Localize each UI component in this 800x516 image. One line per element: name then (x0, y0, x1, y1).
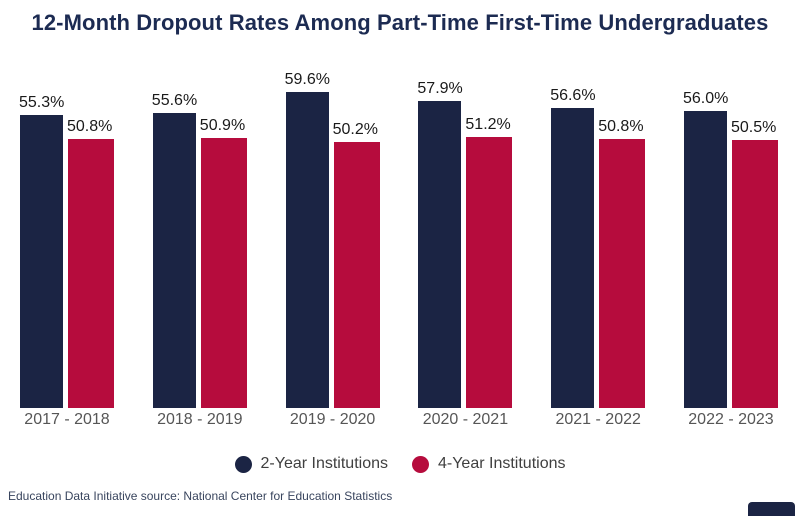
legend-swatch-icon (234, 455, 252, 473)
legend-label: 2-Year Institutions (260, 455, 388, 472)
bar-value-label: 59.6% (284, 71, 330, 88)
bar-4year: 50.5% (731, 119, 778, 408)
bar-value-label: 51.2% (465, 116, 511, 133)
bar-4year: 50.9% (200, 117, 247, 408)
bar-group: 55.6% 50.9% (152, 60, 247, 408)
legend-swatch-icon (412, 455, 429, 473)
x-axis-tick-label: 2020 - 2021 (422, 411, 509, 428)
bar-4year: 51.2% (465, 116, 513, 408)
edi-logo-badge (748, 502, 795, 516)
bar-2year: 56.0% (683, 90, 728, 408)
x-axis-tick-label: 2022 - 2023 (688, 411, 774, 428)
bar-group: 55.3% 50.8% (19, 60, 114, 408)
legend-label: 4-Year Institutions (438, 455, 566, 472)
bar-value-label: 50.8% (598, 118, 644, 135)
legend-item: 2-Year Institutions (234, 455, 388, 473)
x-axis-tick-label: 2018 - 2019 (157, 411, 243, 428)
x-axis-tick-label: 2019 - 2020 (289, 411, 376, 428)
bar-4year: 50.2% (333, 121, 380, 408)
bar-value-label: 55.3% (19, 94, 65, 111)
x-axis-labels: 2017 - 2018 2018 - 2019 2019 - 2020 2020 - … (20, 411, 778, 429)
source-note: Education Data Initiative source: Nation… (8, 489, 393, 503)
bar-group: 56.0% 50.5% (683, 60, 778, 408)
bar-2year: 59.6% (285, 71, 330, 408)
legend-item: 4-Year Institutions (412, 455, 565, 473)
bar-4year: 50.8% (67, 118, 114, 408)
bar-2year: 56.6% (550, 87, 596, 408)
bar-2year: 57.9% (417, 80, 463, 408)
bar-value-label: 55.6% (151, 92, 198, 109)
bar-value-label: 56.0% (682, 90, 729, 107)
bar-value-label: 50.2% (332, 121, 378, 138)
bar-group: 56.6% 50.8% (550, 60, 646, 408)
chart-title: 12-Month Dropout Rates Among Part-Time F… (31, 10, 769, 35)
bar-group: 57.9% 51.2% (417, 60, 513, 408)
bar-value-label: 50.9% (199, 117, 246, 134)
bar-group: 59.6% 50.2% (285, 60, 380, 408)
plot-area: 55.3% 50.8% 55.6% 50.9% 59.6% 50.2% 57.9% 51.2%… (19, 60, 778, 408)
legend: 2-Year Institutions 4-Year Institutions (0, 455, 800, 473)
bar-value-label: 57.9% (417, 80, 463, 97)
bar-2year: 55.6% (152, 92, 197, 408)
bar-value-label: 56.6% (550, 87, 596, 104)
bar-value-label: 50.5% (730, 119, 777, 136)
bar-2year: 55.3% (19, 94, 64, 408)
x-axis-tick-label: 2021 - 2022 (555, 411, 641, 428)
x-axis-tick-label: 2017 - 2018 (24, 411, 110, 428)
bar-value-label: 50.8% (67, 118, 113, 135)
bar-4year: 50.8% (598, 118, 646, 408)
